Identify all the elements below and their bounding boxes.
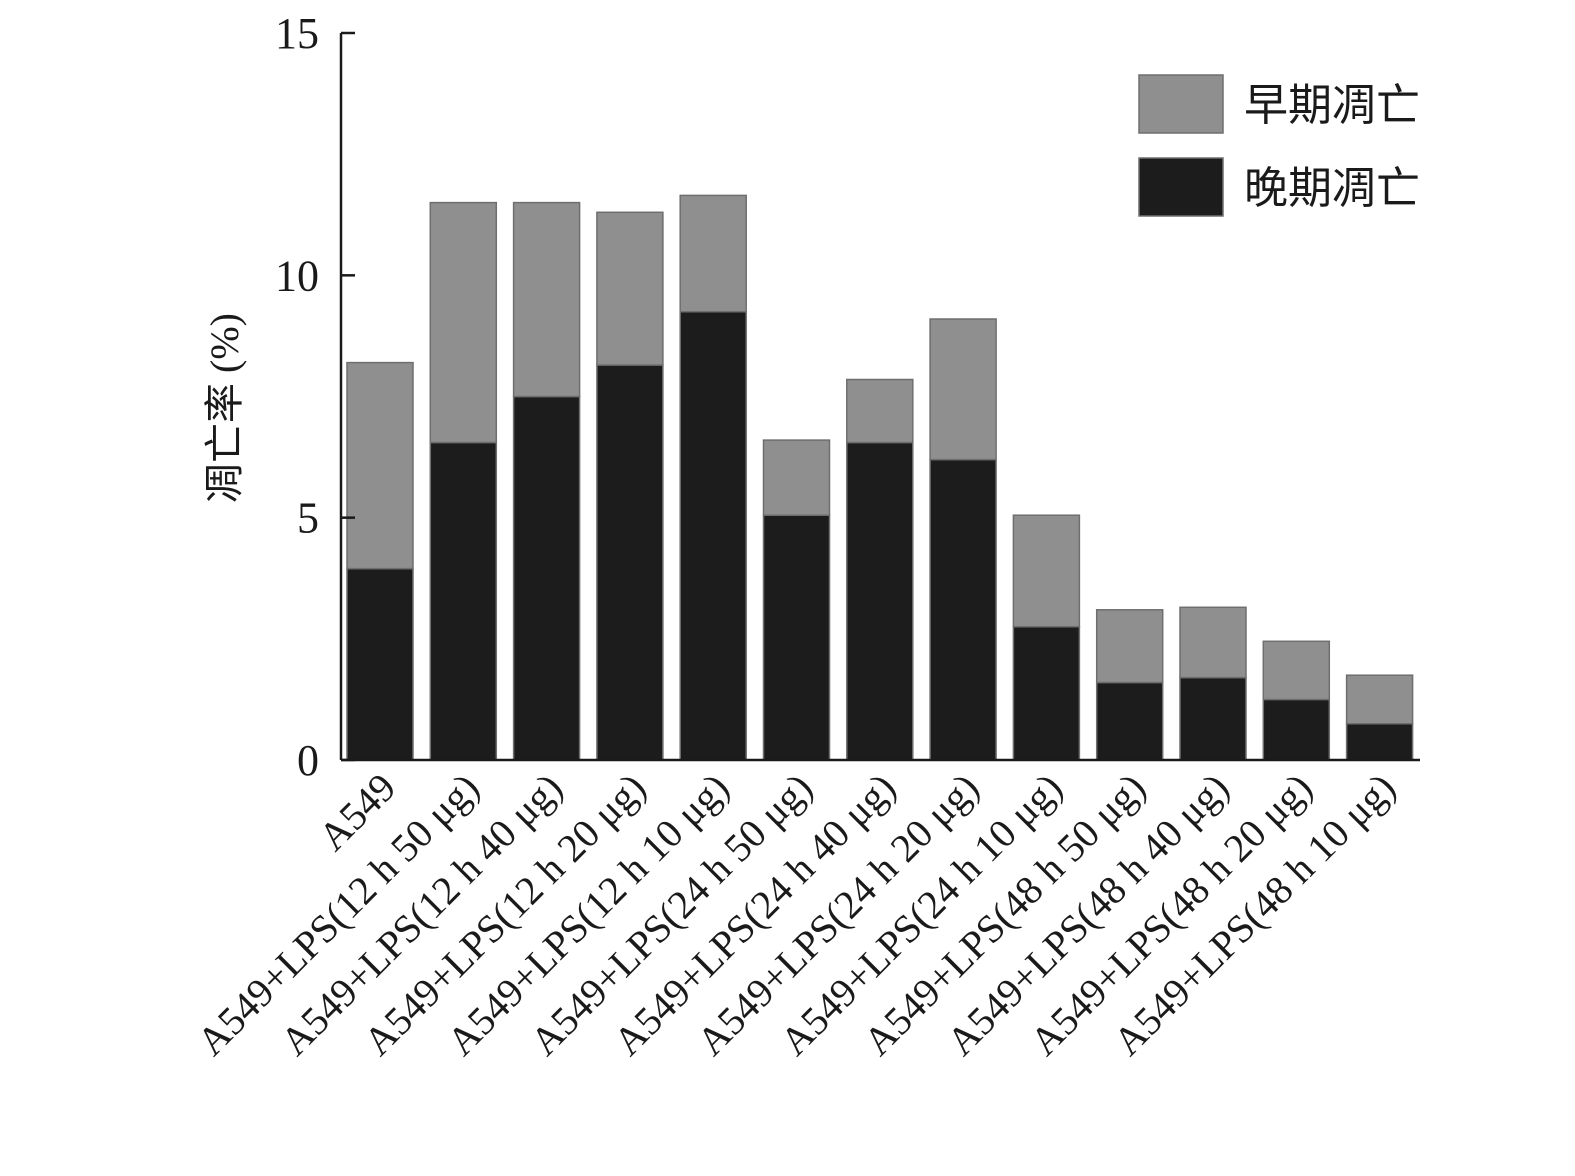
legend-swatch [1138,74,1224,134]
bar-late-4 [679,310,747,761]
bar-late-8 [1012,625,1081,761]
bar-early-1 [429,201,498,444]
bar-early-12 [1345,674,1414,725]
bar-late-5 [762,514,831,761]
bar-late-10 [1179,676,1247,761]
bar-early-0 [346,361,414,570]
bar-early-7 [929,318,997,461]
bar-early-11 [1262,640,1331,701]
y-tick-label: 0 [297,736,319,785]
bar-late-11 [1262,698,1331,761]
bar-early-9 [1095,609,1164,684]
legend-label: 晚期凋亡 [1244,164,1420,213]
bar-early-10 [1179,606,1247,679]
axes-layer [339,33,1420,762]
y-axis-title: 凋亡率 (%) [202,313,247,503]
bar-late-1 [429,441,498,761]
y-ticks-layer: 0 5 10 15 [275,9,355,785]
bar-late-12 [1345,722,1414,761]
bar-late-2 [512,395,581,761]
bar-late-3 [596,364,664,761]
bar-late-7 [929,458,997,761]
legend-swatch [1138,157,1224,217]
bar-early-4 [679,194,747,313]
y-tick-label: 15 [275,9,319,58]
legend-label: 早期凋亡 [1244,81,1420,130]
bar-early-5 [762,439,831,516]
bar-early-3 [596,211,664,366]
bar-early-2 [512,201,581,398]
bars-layer [346,194,1414,761]
bar-early-6 [846,378,914,444]
bar-early-8 [1012,514,1081,628]
bar-late-6 [846,441,914,761]
y-tick-label: 10 [275,251,319,300]
bar-late-0 [346,567,414,761]
bar-late-9 [1095,681,1164,761]
y-tick-label: 5 [297,494,319,543]
